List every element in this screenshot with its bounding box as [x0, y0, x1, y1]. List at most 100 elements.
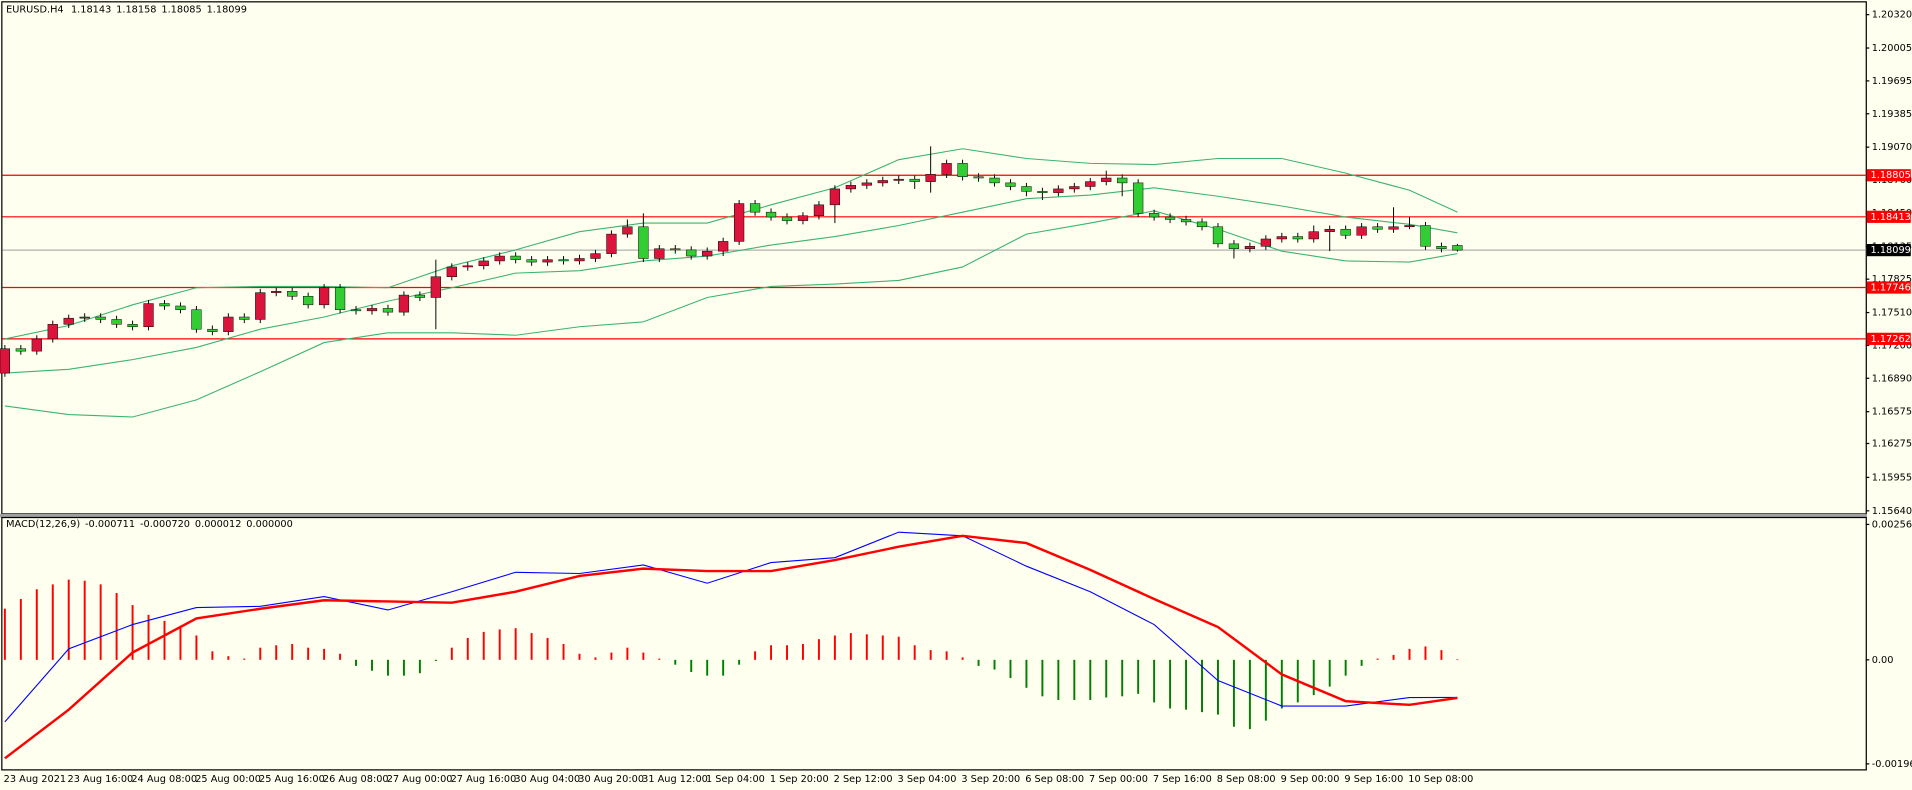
- y-tick-label: 1.19695: [1872, 76, 1912, 87]
- candle-body: [1372, 226, 1383, 230]
- y-tick-label: 1.15955: [1872, 472, 1912, 483]
- candle-body: [526, 259, 537, 263]
- candle-body: [558, 259, 569, 262]
- x-tick-label: 27 Aug 00:00: [387, 774, 453, 785]
- candle-body: [1292, 236, 1303, 240]
- candle-body: [1388, 226, 1399, 230]
- candle-body: [1133, 182, 1144, 214]
- band-middle: [4, 187, 1458, 374]
- candle-body: [765, 211, 777, 218]
- candle-body: [941, 163, 952, 175]
- y-tick-label: 1.17510: [1872, 308, 1912, 319]
- candle-body: [813, 204, 825, 216]
- bid-label-box: [1866, 244, 1911, 257]
- candle-body: [1037, 191, 1048, 193]
- level-label: 1.17746: [1871, 283, 1911, 294]
- candle-body: [1117, 177, 1128, 184]
- y-tick-label: 1.17200: [1872, 340, 1912, 351]
- candle-body: [893, 178, 904, 181]
- candle-body: [127, 324, 138, 328]
- candle-body: [781, 216, 793, 221]
- y-tick-label: 1.20005: [1872, 43, 1912, 54]
- candle-body: [749, 203, 761, 213]
- candle-body: [31, 338, 42, 352]
- header-high: 1.18158: [116, 5, 156, 16]
- x-tick-label: 1 Sep 20:00: [770, 774, 829, 785]
- main-plot: [0, 146, 1866, 418]
- symbol: EURUSD.H4: [6, 5, 64, 16]
- candle-body: [1180, 219, 1192, 223]
- level-label: 1.18413: [1871, 212, 1911, 223]
- candle-body: [143, 303, 154, 328]
- x-tick-label: 3 Sep 04:00: [898, 774, 957, 785]
- macd-header: MACD(12,26,9) -0.000711 -0.000720 0.000012 0…: [6, 519, 293, 530]
- candle-body: [1404, 225, 1415, 228]
- candle-body: [989, 177, 1000, 184]
- macd-line: [4, 531, 1458, 723]
- x-tick-label: 23 Aug 2021: [4, 774, 66, 785]
- candle-body: [207, 328, 218, 332]
- candle-body: [702, 250, 713, 257]
- header-open: 1.18143: [71, 5, 111, 16]
- x-tick-label: 25 Aug 16:00: [259, 774, 325, 785]
- candle-body: [670, 248, 681, 251]
- y-tick-label: 1.16890: [1872, 373, 1912, 384]
- candle-body: [271, 291, 282, 293]
- candle-body: [1069, 186, 1080, 190]
- x-tick-label: 7 Sep 16:00: [1153, 774, 1212, 785]
- candle-body: [159, 303, 170, 307]
- x-tick-label: 25 Aug 00:00: [195, 774, 261, 785]
- candle-body: [925, 174, 936, 182]
- level-label-box: [1866, 332, 1911, 345]
- y-tick-label: 1.19070: [1872, 142, 1912, 153]
- candle-body: [175, 305, 186, 310]
- y-tick-label: 0.00: [1872, 655, 1894, 666]
- candle-body: [590, 253, 601, 259]
- candle-body: [15, 348, 26, 352]
- candle-body: [382, 308, 394, 313]
- x-tick-label: 10 Sep 08:00: [1408, 774, 1473, 785]
- candle-body: [462, 265, 473, 268]
- candle-body: [1436, 246, 1447, 249]
- candle-body: [1308, 231, 1319, 240]
- candle-body: [1101, 177, 1112, 182]
- x-tick-label: 8 Sep 08:00: [1217, 774, 1276, 785]
- candle-body: [446, 266, 457, 277]
- main-header: EURUSD.H4 1.18143 1.18158 1.18085 1.18099: [6, 5, 247, 16]
- candle-body: [111, 319, 122, 325]
- candle-body: [1244, 246, 1256, 249]
- candle-body: [494, 255, 505, 262]
- candle-body: [877, 180, 888, 184]
- candle-body: [239, 316, 250, 320]
- candle-body: [1228, 243, 1240, 249]
- candle-body: [398, 294, 410, 313]
- macd-signal-value: -0.000720: [140, 519, 190, 530]
- candle-body: [909, 178, 920, 182]
- macd-label: MACD(12,26,9): [6, 519, 80, 530]
- x-tick-label: 9 Sep 16:00: [1344, 774, 1403, 785]
- level-label-box: [1866, 210, 1911, 223]
- candle-body: [606, 233, 617, 254]
- candle-body: [430, 276, 441, 298]
- candle-body: [1324, 228, 1335, 232]
- bid-label: 1.18099: [1871, 245, 1911, 256]
- y-tick-label: 1.20320: [1872, 10, 1912, 21]
- candle-body: [1021, 186, 1032, 192]
- candle-body: [0, 348, 10, 374]
- candle-body: [223, 316, 234, 332]
- candle-body: [654, 248, 665, 259]
- macd-line: [4, 534, 1458, 760]
- x-tick-label: 26 Aug 08:00: [323, 774, 389, 785]
- candle-body: [686, 249, 697, 257]
- candle-body: [1164, 216, 1176, 220]
- candle-body: [63, 317, 74, 325]
- level-label-box: [1866, 169, 1911, 182]
- y-tick-label: 1.15640: [1872, 506, 1912, 517]
- candle-body: [1196, 221, 1208, 228]
- candle-body: [718, 241, 729, 252]
- x-tick-label: 9 Sep 00:00: [1281, 774, 1340, 785]
- candle-body: [1005, 182, 1016, 187]
